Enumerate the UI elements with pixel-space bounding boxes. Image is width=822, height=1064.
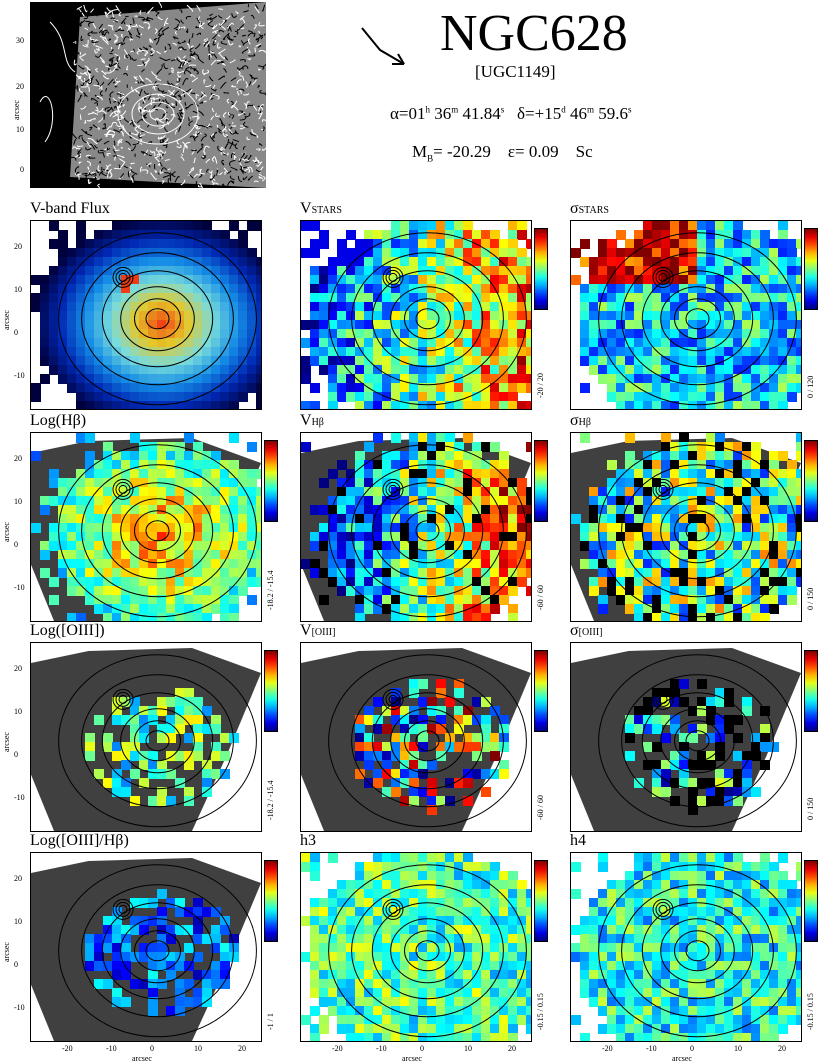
ylabel: arcsec [2, 522, 11, 542]
thumb-ytick: 20 [16, 82, 24, 91]
ytick: 10 [14, 497, 22, 506]
ytick: 0 [14, 328, 18, 337]
alt-name: [UGC1149] [475, 62, 556, 81]
panel-title-vflux: V-band Flux [30, 200, 110, 217]
xtick: 20 [508, 1044, 516, 1053]
thumbnail-contours [39, 2, 266, 188]
panel-title-h3: h3 [300, 832, 316, 849]
orientation-arrow-icon [361, 27, 405, 65]
ytick: -10 [14, 583, 25, 592]
map-voiii [300, 642, 532, 832]
colorbar-range-h3: -0.15 / 0.15 [536, 993, 545, 1030]
ytick: 20 [14, 454, 22, 463]
xtick: -20 [602, 1044, 613, 1053]
colorbar-range-logoiii: -18.2 / -15.4 [266, 780, 275, 820]
colorbar-shb [804, 440, 818, 522]
colorbar-range-soiii: 0 / 150 [806, 797, 815, 820]
panel-title-shb: σHβ [570, 412, 591, 429]
map-soiii [570, 642, 802, 832]
colorbar-vstars [534, 228, 548, 310]
colorbar-range-shb: 0 / 150 [806, 587, 815, 610]
xlabel: arcsec [132, 1054, 152, 1063]
ytick: 10 [14, 285, 22, 294]
panel-title-h4: h4 [570, 832, 586, 849]
colorbar-range-ratio: -1 / 1 [266, 1013, 275, 1030]
panel-title-loghb: Log(Hβ) [30, 412, 87, 429]
colorbar-range-vhb: -60 / 60 [536, 585, 545, 610]
thumbnail-ylabel: arcsec [12, 100, 21, 120]
panel-title-sstars: σSTARS [570, 200, 609, 217]
xtick: 10 [734, 1044, 742, 1053]
map-loghb [30, 432, 262, 622]
map-h4 [570, 852, 802, 1042]
map-h3 [300, 852, 532, 1042]
panel-title-vhb: VHβ [300, 412, 324, 429]
ytick: 0 [14, 750, 18, 759]
colorbar-h4 [804, 860, 818, 942]
panel-title-vstars: VSTARS [300, 200, 342, 217]
xtick: -20 [62, 1044, 73, 1053]
map-ratio [30, 852, 262, 1042]
panel-title-logoiii: Log([OIII]) [30, 622, 105, 639]
panel-title-voiii: V[OIII] [300, 622, 336, 639]
xtick: 20 [778, 1044, 786, 1053]
map-vstars [300, 220, 532, 410]
colorbar-range-h4: -0.15 / 0.15 [806, 993, 815, 1030]
panel-title-soiii: σ[OIII] [570, 622, 603, 639]
colorbar-sstars [804, 228, 818, 310]
galaxy-name: NGC628 [440, 5, 628, 62]
xtick: 0 [690, 1044, 694, 1053]
colorbar-logoiii [264, 650, 278, 732]
xtick: 20 [238, 1044, 246, 1053]
xtick: -10 [646, 1044, 657, 1053]
xtick: 10 [464, 1044, 472, 1053]
map-vhb [300, 432, 532, 622]
xtick: 10 [194, 1044, 202, 1053]
map-shb [570, 432, 802, 622]
xtick: 0 [150, 1044, 154, 1053]
colorbar-range-sstars: 0 / 120 [806, 375, 815, 398]
reconstructed-image-thumbnail [30, 2, 266, 188]
colorbar-soiii [804, 650, 818, 732]
thumb-ytick: 0 [20, 165, 24, 174]
ytick: 0 [14, 960, 18, 969]
panel-title-ratio: Log([OIII]/Hβ) [30, 832, 129, 849]
thumb-ytick: 30 [16, 36, 24, 45]
map-vflux [30, 220, 262, 410]
ytick: 10 [14, 707, 22, 716]
ylabel: arcsec [2, 310, 11, 330]
xtick: -10 [106, 1044, 117, 1053]
ytick: -10 [14, 793, 25, 802]
ytick: 10 [14, 917, 22, 926]
ytick: 20 [14, 874, 22, 883]
xlabel: arcsec [402, 1054, 422, 1063]
ytick: -10 [14, 1003, 25, 1012]
colorbar-range-loghb: -18.2 / -15.4 [266, 570, 275, 610]
map-sstars [570, 220, 802, 410]
colorbar-range-voiii: -60 / 60 [536, 795, 545, 820]
colorbar-vhb [534, 440, 548, 522]
xtick: -10 [376, 1044, 387, 1053]
galaxy-properties: MB= -20.29 ε= 0.09 Sc [412, 142, 593, 164]
coordinates: α=01h 36m 41.84s δ=+15d 46m 59.6s [390, 104, 632, 123]
thumb-ytick: 10 [16, 125, 24, 134]
colorbar-voiii [534, 650, 548, 732]
ytick: 20 [14, 242, 22, 251]
ylabel: arcsec [2, 942, 11, 962]
colorbar-range-vstars: -20 / 20 [536, 373, 545, 398]
xtick: 0 [420, 1044, 424, 1053]
xtick: -20 [332, 1044, 343, 1053]
colorbar-loghb [264, 440, 278, 522]
ylabel: arcsec [2, 732, 11, 752]
map-logoiii [30, 642, 262, 832]
xlabel: arcsec [672, 1054, 692, 1063]
colorbar-h3 [534, 860, 548, 942]
ytick: 20 [14, 664, 22, 673]
ytick: -10 [14, 371, 25, 380]
ytick: 0 [14, 540, 18, 549]
colorbar-ratio [264, 860, 278, 942]
